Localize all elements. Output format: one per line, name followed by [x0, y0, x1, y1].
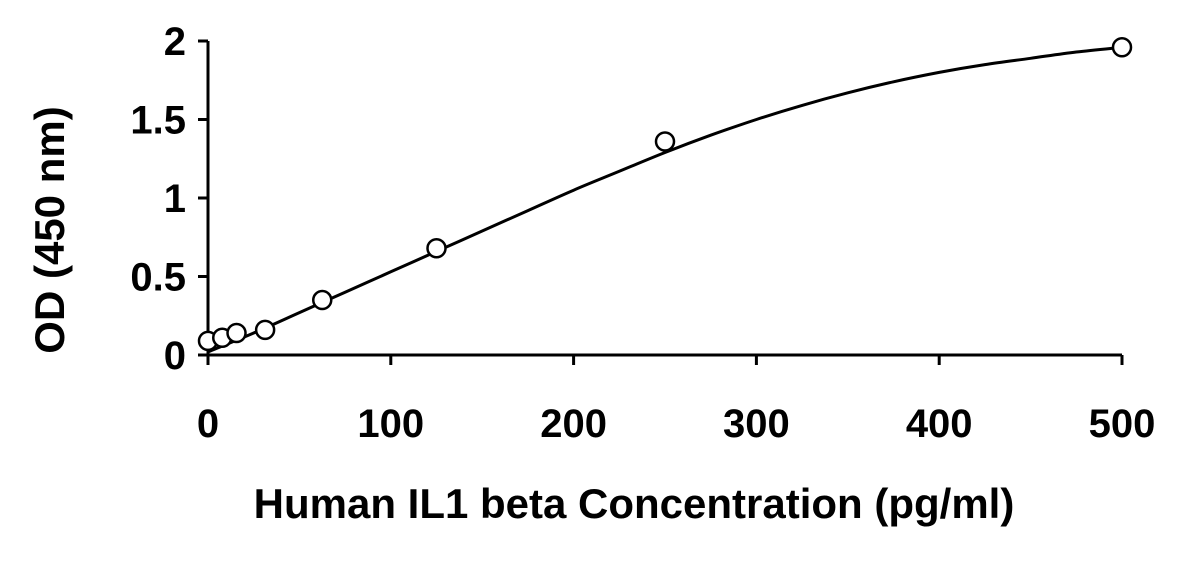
fit-curve-layer	[207, 45, 1123, 354]
data-point	[1111, 37, 1133, 58]
x-tick-label: 400	[906, 402, 973, 446]
data-point	[654, 131, 676, 152]
axes: 0 0.5 1 1.5 2 0 100 200 300 400 500	[130, 20, 1155, 446]
data-points-layer	[197, 37, 1133, 352]
data-point	[226, 322, 247, 344]
x-axis-title: Human IL1 beta Concentration (pg/ml)	[254, 480, 1015, 527]
x-tick-label: 500	[1089, 402, 1156, 446]
y-tick-label: 1	[164, 177, 186, 221]
data-point	[426, 237, 447, 259]
data-point	[312, 289, 333, 311]
y-tick-label: 0	[164, 334, 186, 378]
y-axis-title: OD (450 nm)	[26, 106, 73, 353]
x-tick-label: 300	[723, 402, 790, 446]
x-tick-label: 100	[357, 402, 424, 446]
fit-curve	[207, 45, 1123, 354]
y-tick-label: 0.5	[130, 256, 186, 300]
y-tick-label: 2	[164, 20, 186, 64]
data-point	[254, 319, 276, 341]
x-tick-label: 0	[197, 402, 219, 446]
y-tick-label: 1.5	[130, 99, 186, 143]
x-tick-label: 200	[540, 402, 607, 446]
